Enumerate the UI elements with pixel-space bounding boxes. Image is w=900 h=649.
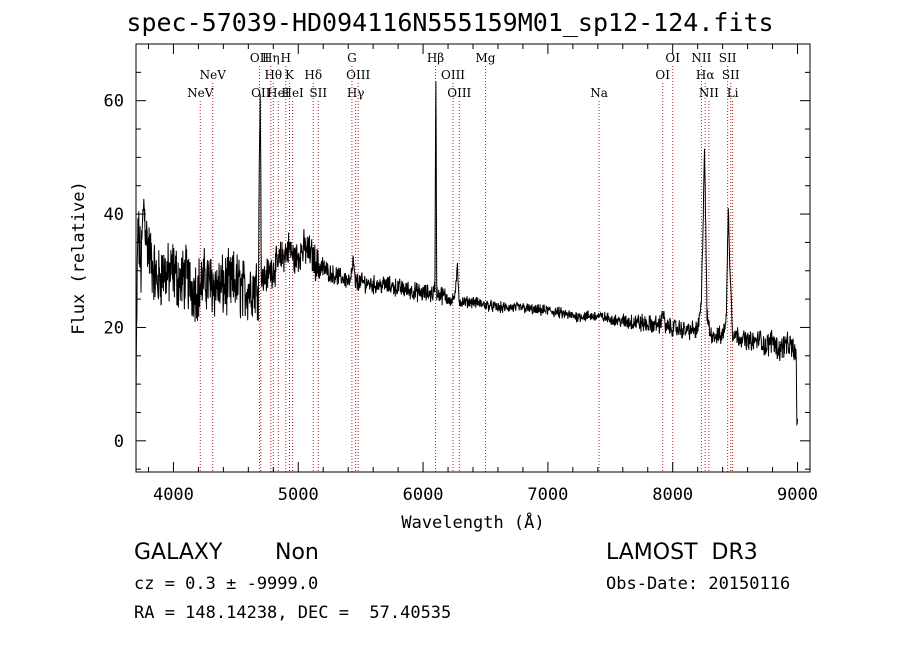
line-label: HeI	[281, 86, 304, 100]
line-label: OIII	[447, 86, 471, 100]
y-axis-label: Flux (relative)	[69, 181, 89, 335]
line-label: Hβ	[427, 51, 444, 65]
line-label: OIII	[346, 68, 370, 82]
line-label: H	[281, 51, 291, 65]
y-tick-label: 40	[104, 205, 124, 225]
line-label: Hδ	[304, 68, 322, 82]
y-tick-label: 60	[104, 92, 124, 112]
line-marker-layer	[199, 66, 734, 472]
x-tick-label: 7000	[527, 485, 568, 505]
y-tick-label: 20	[104, 318, 124, 338]
line-label: OIII	[441, 68, 465, 82]
line-label-layer: NeVNeVOIIOIIHηHθHeIHKHeIHδSIIGOIIIHγHβOI…	[187, 51, 740, 100]
line-label: Hα	[696, 68, 715, 82]
x-tick-label: 4000	[153, 485, 194, 505]
line-label: G	[347, 51, 357, 65]
x-tick-label: 9000	[777, 485, 818, 505]
line-label: NeV	[200, 68, 227, 82]
spectrum-layer	[135, 81, 798, 427]
line-label: NeV	[187, 86, 214, 100]
line-label: Li	[727, 86, 739, 100]
x-tick-label: 8000	[652, 485, 693, 505]
x-tick-label: 5000	[278, 485, 319, 505]
line-label: NII	[699, 86, 719, 100]
tick-layer: 4000 5000 6000 7000 8000 9000 0 20 40 60	[104, 43, 818, 505]
line-label: HeI	[267, 86, 290, 100]
spectrum-line	[135, 81, 798, 427]
object-subclass: Non	[275, 540, 319, 565]
line-label: OII	[251, 86, 271, 100]
line-label: Hθ	[264, 68, 282, 82]
line-label: K	[285, 68, 295, 82]
line-label: SII	[722, 68, 740, 82]
line-label: NII	[691, 51, 711, 65]
line-label: Na	[590, 86, 608, 100]
x-tick-label: 6000	[403, 485, 444, 505]
coordinates-readout: RA = 148.14238, DEC = 57.40535	[134, 603, 452, 623]
chart-title: spec-57039-HD094116N555159M01_sp12-124.f…	[126, 8, 774, 37]
survey-name: LAMOST DR3	[606, 540, 758, 565]
line-label: Mg	[475, 51, 495, 65]
line-label: OII	[250, 51, 270, 65]
redshift-readout: cz = 0.3 ± -9999.0	[134, 574, 319, 594]
line-label: OI	[655, 68, 670, 82]
line-label: SII	[309, 86, 327, 100]
line-label: OI	[665, 51, 680, 65]
line-label: SII	[719, 51, 737, 65]
y-tick-label: 0	[114, 432, 124, 452]
object-class: GALAXY	[134, 540, 223, 565]
line-label: Hγ	[347, 86, 365, 100]
line-label: Hη	[262, 51, 280, 65]
x-axis-label: Wavelength (Å)	[401, 511, 544, 533]
obs-date: Obs-Date: 20150116	[606, 574, 791, 594]
